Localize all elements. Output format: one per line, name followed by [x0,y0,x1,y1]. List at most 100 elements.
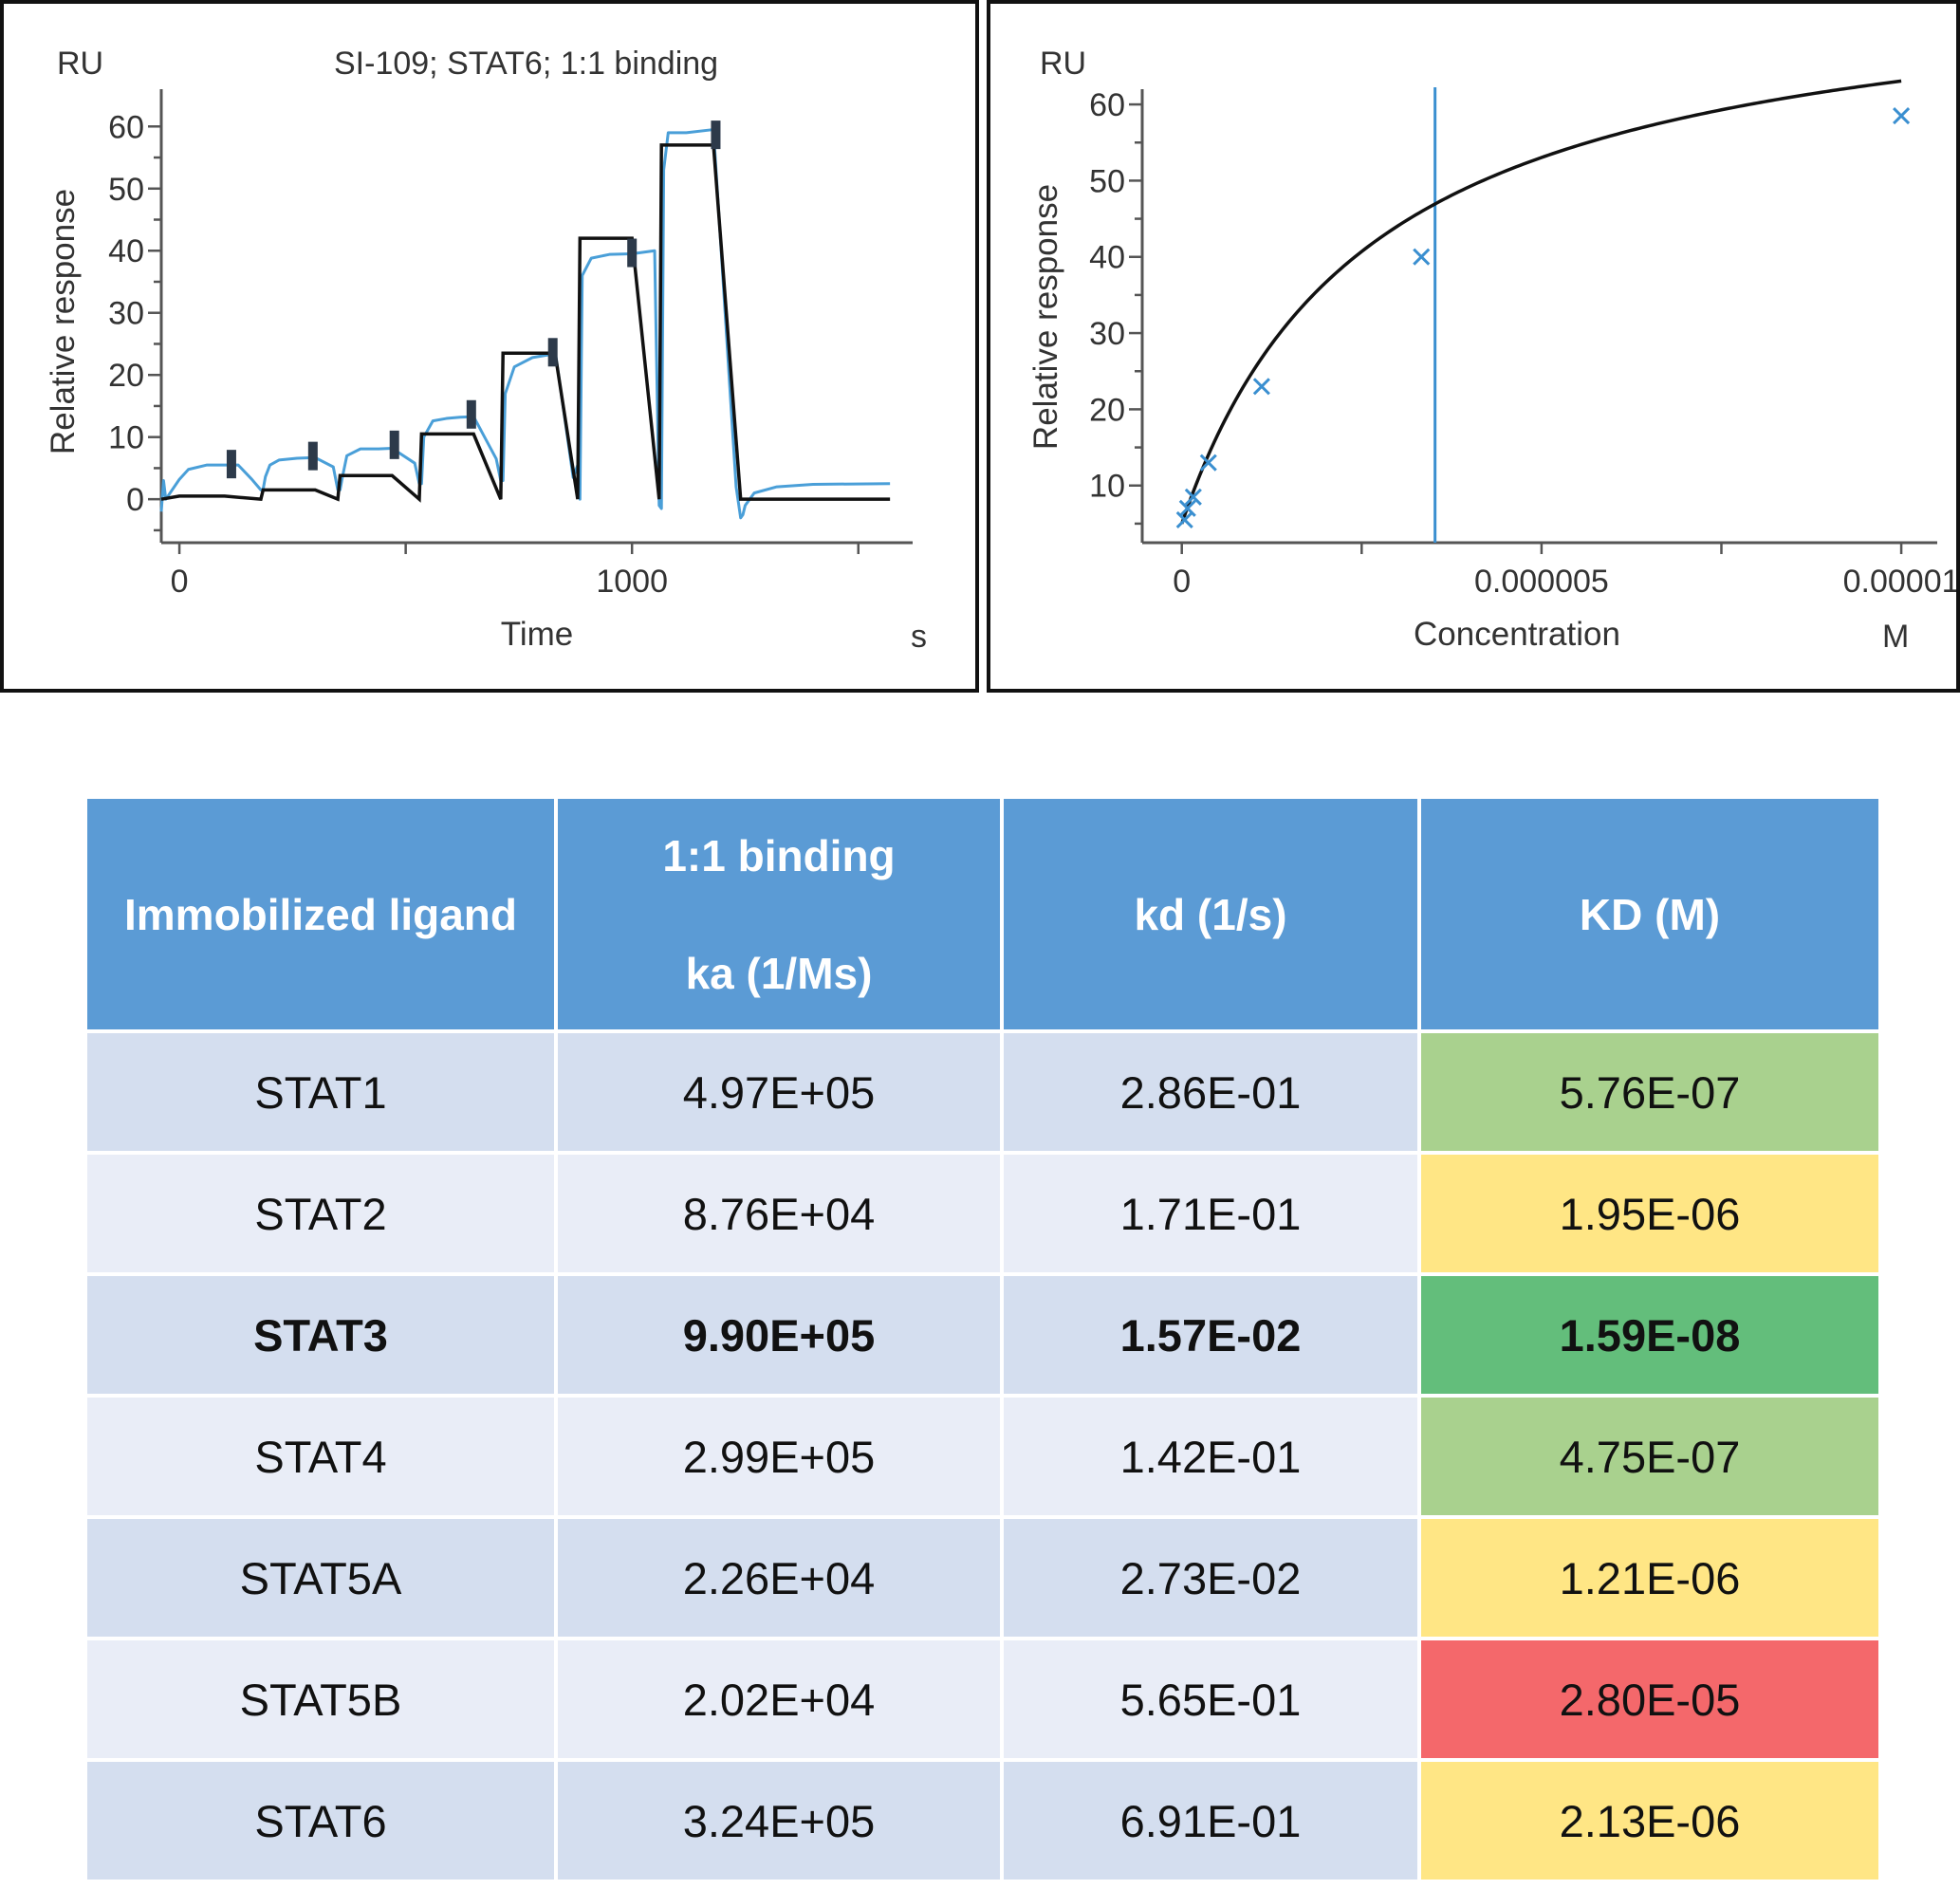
kd-cell: 1.57E-02 [1000,1272,1421,1398]
y-tick-label: 40 [1089,240,1125,276]
measured-curve [159,128,891,520]
ka-cell: 4.97E+05 [554,1029,1004,1155]
x-tick-label: 0.000005 [1474,564,1609,600]
plot-area [1175,79,1911,543]
report-point-marker [627,238,638,268]
header-immobilized-ligand: Immobilized ligand [83,795,558,1033]
x-axis: 0 0.000005 0.00001 [1142,541,1956,600]
x-axis: 0 1000 [161,541,913,600]
report-point-marker [466,399,476,429]
report-point-marker [389,430,399,459]
ligand-cell: STAT5A [83,1515,558,1640]
data-point-marker [1893,107,1911,125]
ligand-cell: STAT6 [83,1758,558,1883]
plot-area [159,120,891,520]
report-point-marker [547,338,558,367]
table-row: STAT2 8.76E+04 1.71E-01 1.95E-06 [83,1151,1882,1276]
KD-cell: 1.95E-06 [1417,1151,1882,1276]
x-unit-label: M [1882,619,1909,655]
header-ka-line1: 1:1 binding [662,830,896,880]
y-tick-label: 60 [1089,87,1125,123]
ligand-cell: STAT3 [83,1272,558,1398]
KD-cell: 2.80E-05 [1417,1637,1882,1762]
y-tick-label: 50 [1089,163,1125,199]
ka-cell: 8.76E+04 [554,1151,1004,1276]
data-point-marker [1199,454,1217,472]
y-tick-label: 10 [108,420,144,456]
table-header-row: Immobilized ligand 1:1 binding ka (1/Ms)… [83,795,1882,1033]
x-axis-title: Concentration [1414,616,1620,653]
KD-cell: 1.59E-08 [1417,1272,1882,1398]
table-row: STAT1 4.97E+05 2.86E-01 5.76E-07 [83,1029,1882,1155]
x-unit-label: s [911,619,927,655]
ligand-cell: STAT4 [83,1394,558,1519]
table-row: STAT5B 2.02E+04 5.65E-01 2.80E-05 [83,1637,1882,1762]
table-row: STAT5A 2.26E+04 2.73E-02 1.21E-06 [83,1515,1882,1640]
y-axis: 10 20 30 40 50 60 [1089,87,1144,543]
y-axis: 0 10 20 30 40 50 60 [108,89,163,543]
ka-cell: 2.99E+05 [554,1394,1004,1519]
data-point-stroke [1893,107,1911,125]
data-point-stroke [1252,378,1270,396]
chart-title: SI-109; STAT6; 1:1 binding [334,46,718,82]
sensorgram-chart: RU SI-109; STAT6; 1:1 binding Relative r… [45,46,927,655]
kd-cell: 1.71E-01 [1000,1151,1421,1276]
report-point-marker [711,120,721,150]
affinity-panel: RU Relative response Concentration M 10 2… [987,0,1960,693]
y-axis-title: Relative response [1027,184,1064,450]
data-point-stroke [1199,454,1217,472]
data-point-marker [1413,248,1431,266]
KD-cell: 4.75E-07 [1417,1394,1882,1519]
kd-cell: 5.65E-01 [1000,1637,1421,1762]
header-kd: kd (1/s) [1000,795,1421,1033]
x-tick-label: 0 [1173,564,1191,600]
y-tick-label: 20 [1089,392,1125,428]
table-row: STAT4 2.99E+05 1.42E-01 4.75E-07 [83,1394,1882,1519]
ka-cell: 2.02E+04 [554,1637,1004,1762]
data-point-stroke [1413,248,1431,266]
affinity-chart: RU Relative response Concentration M 10 2… [1027,46,1956,655]
data-point-stroke [1184,488,1202,506]
y-unit-label: RU [1040,46,1086,82]
y-tick-label: 30 [1089,316,1125,352]
kd-cell: 2.73E-02 [1000,1515,1421,1640]
header-ka-line2: ka (1/Ms) [685,948,873,998]
table-row: STAT6 3.24E+05 6.91E-01 2.13E-06 [83,1758,1882,1883]
KD-cell: 1.21E-06 [1417,1515,1882,1640]
y-unit-label: RU [57,46,103,82]
fit-curve [1180,79,1902,525]
data-point-stroke [1175,510,1193,528]
kd-cell: 2.86E-01 [1000,1029,1421,1155]
ka-cell: 9.90E+05 [554,1272,1004,1398]
y-tick-label: 10 [1089,469,1125,505]
data-point-marker [1178,499,1196,517]
ligand-cell: STAT5B [83,1637,558,1762]
data-point-marker [1252,378,1270,396]
header-KD: KD (M) [1417,795,1882,1033]
fitted-curve [160,143,891,503]
table-row: STAT3 9.90E+05 1.57E-02 1.59E-08 [83,1272,1882,1398]
sensorgram-panel: RU SI-109; STAT6; 1:1 binding Relative r… [0,0,979,693]
y-tick-label: 0 [126,482,144,518]
report-point-marker [226,450,236,479]
y-tick-label: 60 [108,109,144,145]
x-axis-title: Time [501,616,573,653]
x-tick-label: 1000 [596,564,668,600]
ligand-cell: STAT1 [83,1029,558,1155]
data-point-stroke [1178,499,1196,517]
header-ka: 1:1 binding ka (1/Ms) [554,795,1004,1033]
y-tick-label: 50 [108,172,144,208]
x-tick-label: 0 [171,564,189,600]
x-tick-label: 0.00001 [1843,564,1956,600]
ka-cell: 3.24E+05 [554,1758,1004,1883]
ka-cell: 2.26E+04 [554,1515,1004,1640]
y-tick-label: 30 [108,296,144,332]
report-point-marker [307,441,318,471]
ligand-cell: STAT2 [83,1151,558,1276]
kinetics-table: Immobilized ligand 1:1 binding ka (1/Ms)… [83,795,1882,1883]
KD-cell: 2.13E-06 [1417,1758,1882,1883]
kd-cell: 6.91E-01 [1000,1758,1421,1883]
data-point-marker [1184,488,1202,506]
y-axis-title: Relative response [45,189,82,454]
y-tick-label: 20 [108,358,144,394]
